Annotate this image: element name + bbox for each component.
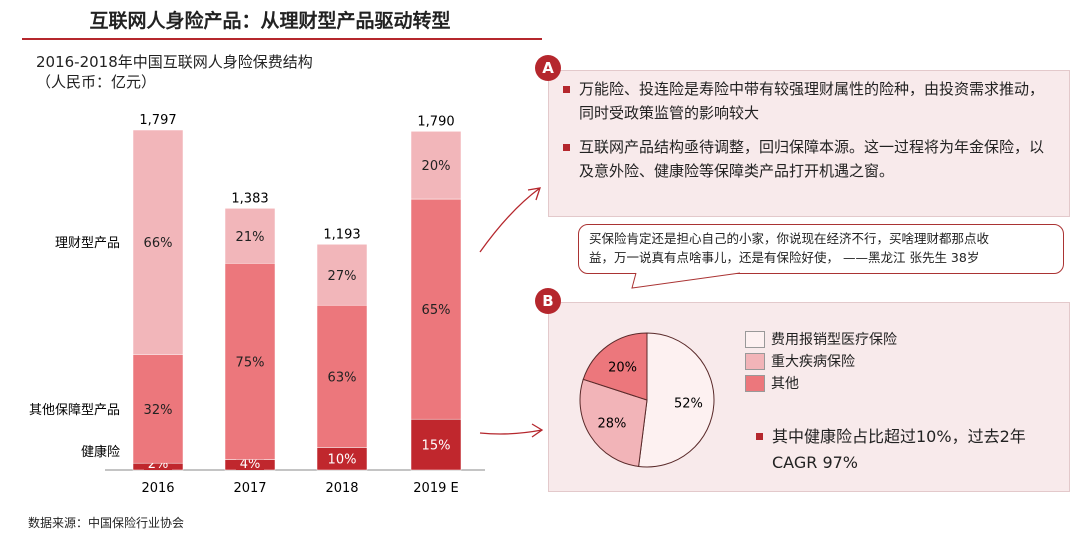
quote-line2: 益，万一说真有点啥事儿，还是有保险好使， ——黑龙江 张先生 38岁 <box>589 250 980 265</box>
data-label: 15% <box>422 439 451 454</box>
data-label: 4% <box>240 457 261 472</box>
arrows <box>479 187 544 438</box>
quote-tail <box>631 272 741 289</box>
data-label: 65% <box>422 303 451 318</box>
pie-label: 52% <box>674 397 703 412</box>
arrow-to-b <box>479 423 544 438</box>
data-label: 32% <box>144 403 173 418</box>
x-tick-label: 2017 <box>233 481 266 496</box>
bar-segment-1 <box>316 304 368 448</box>
series-label: 理财型产品 <box>55 236 120 251</box>
pie-slice <box>579 378 648 468</box>
data-label: 10% <box>328 453 357 468</box>
legend-label: 重大疾病保险 <box>771 354 855 370</box>
x-tick-label: 2016 <box>141 481 174 496</box>
panel-a: 万能险、投连险是寿险中带有较强理财属性的险种，由投资需求推动，同时受政策监管的影… <box>548 70 1070 217</box>
bar-segment-0 <box>410 418 462 471</box>
pie-slice <box>582 332 648 401</box>
pie-label: 28% <box>597 416 626 431</box>
data-label: 75% <box>236 355 265 370</box>
legend-item-medical: 费用报销型医疗保险 <box>745 328 897 350</box>
bar-segment-2 <box>410 131 462 200</box>
quote-line1: 买保险肯定还是担心自己的小家，你说现在经济不行，买啥理财都那点收 <box>589 231 990 246</box>
panel-a-bullet: 万能险、投连险是寿险中带有较强理财属性的险种，由投资需求推动，同时受政策监管的影… <box>561 77 1055 125</box>
arrow-to-a <box>479 187 541 253</box>
stacked-bar-chart: 2%32%66%1,79720164%75%21%1,383201710%63%… <box>29 113 485 496</box>
badge-a: A <box>535 55 561 81</box>
total-label: 1,193 <box>323 227 360 242</box>
chart-title: 2016-2018年中国互联网人身险保费结构 （人民币：亿元） <box>36 52 313 92</box>
total-label: 1,383 <box>231 191 268 206</box>
x-tick-label: 2018 <box>325 481 358 496</box>
pie-label: 20% <box>608 360 637 375</box>
data-label: 21% <box>236 230 265 245</box>
data-label: 27% <box>328 269 357 284</box>
pie-slice <box>638 332 715 468</box>
legend-swatch <box>745 374 765 392</box>
panel-b-bullet: 其中健康险占比超过10%，过去2年CAGR 97% <box>754 424 1062 476</box>
bar-segment-2 <box>224 208 276 264</box>
bar-segment-2 <box>132 129 184 355</box>
page-title: 互联网人身险产品：从理财型产品驱动转型 <box>89 10 451 32</box>
bar-segment-1 <box>410 198 462 420</box>
bar-segment-1 <box>132 354 184 464</box>
data-label: 20% <box>422 159 451 174</box>
title-divider <box>22 38 542 40</box>
legend-label: 其他 <box>771 376 799 392</box>
legend-item-critical: 重大疾病保险 <box>745 350 897 372</box>
quote-bubble: 买保险肯定还是担心自己的小家，你说现在经济不行，买啥理财都那点收 益，万一说真有… <box>578 224 1064 274</box>
data-label: 66% <box>144 236 173 251</box>
chart-title-line2: （人民币：亿元） <box>36 73 157 91</box>
legend-label: 费用报销型医疗保险 <box>771 332 897 348</box>
pie-chart: 52% 28% 20% <box>579 332 715 468</box>
legend-swatch <box>745 352 765 370</box>
badge-b: B <box>535 288 561 314</box>
legend-swatch <box>745 330 765 348</box>
panel-a-bullet: 互联网产品结构亟待调整，回归保障本源。这一过程将为年金保险，以及意外险、健康险等… <box>561 135 1055 183</box>
total-label: 1,790 <box>417 114 454 129</box>
data-source: 数据来源：中国保险行业协会 <box>28 516 185 530</box>
chart-title-line1: 2016-2018年中国互联网人身险保费结构 <box>36 53 313 71</box>
data-label: 63% <box>328 370 357 385</box>
legend-item-other: 其他 <box>745 372 897 394</box>
series-label: 其他保障型产品 <box>29 403 120 418</box>
bar-segment-2 <box>316 244 368 306</box>
pie-legend: 费用报销型医疗保险 重大疾病保险 其他 <box>745 328 897 394</box>
x-tick-label: 2019 E <box>413 481 458 496</box>
total-label: 1,797 <box>139 113 176 128</box>
series-label: 健康险 <box>81 444 120 460</box>
